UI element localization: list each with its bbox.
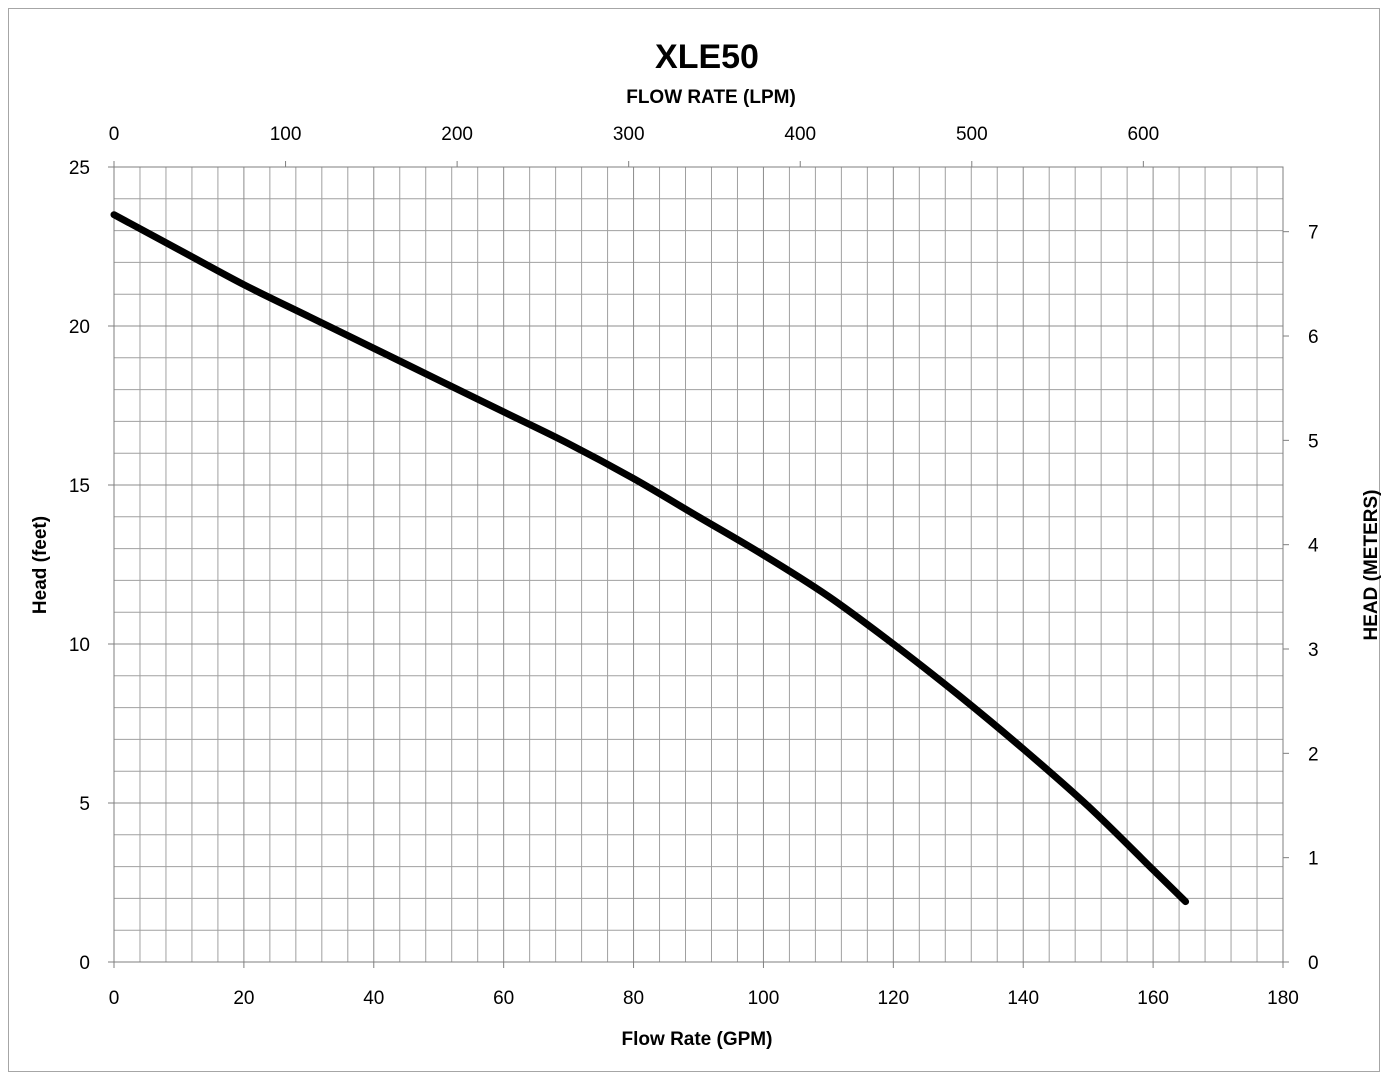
- minor-gridlines: [114, 167, 1283, 962]
- x-tick-label: 80: [623, 988, 644, 1009]
- x-tick-label: 40: [363, 988, 384, 1009]
- y2-tick-label: 5: [1308, 431, 1319, 452]
- x2-tick-label: 600: [1127, 124, 1159, 145]
- major-gridlines: [113, 166, 1284, 963]
- tick-marks: [108, 161, 1289, 968]
- y-tick-label: 5: [79, 794, 90, 815]
- x2-axis-title: FLOW RATE (LPM): [626, 87, 796, 108]
- y2-axis-title: HEAD (METERS): [1361, 490, 1382, 641]
- x-tick-label: 140: [1007, 988, 1039, 1009]
- y-tick-label: 15: [69, 476, 90, 497]
- y-tick-label: 0: [79, 953, 90, 974]
- y-tick-label: 20: [69, 317, 90, 338]
- y2-tick-label: 1: [1308, 849, 1319, 870]
- y2-tick-label: 0: [1308, 953, 1319, 974]
- x2-tick-label: 200: [441, 124, 473, 145]
- x-tick-label: 20: [233, 988, 254, 1009]
- x-axis-title: Flow Rate (GPM): [622, 1029, 773, 1050]
- x-tick-label: 120: [877, 988, 909, 1009]
- chart-title: XLE50: [655, 38, 759, 76]
- x2-tick-label: 400: [784, 124, 816, 145]
- y2-tick-label: 2: [1308, 744, 1319, 765]
- y-axis-title: Head (feet): [30, 516, 51, 614]
- y-tick-label: 25: [69, 158, 90, 179]
- y2-tick-label: 3: [1308, 640, 1319, 661]
- x-tick-label: 60: [493, 988, 514, 1009]
- x2-tick-label: 500: [956, 124, 988, 145]
- x-tick-label: 180: [1267, 988, 1299, 1009]
- x2-tick-label: 0: [109, 124, 120, 145]
- plot-area-border: [113, 166, 1284, 963]
- x-tick-label: 160: [1137, 988, 1169, 1009]
- x-tick-label: 100: [748, 988, 780, 1009]
- pump-curve-line: [110, 211, 1190, 906]
- y-tick-label: 10: [69, 635, 90, 656]
- chart-frame: [8, 8, 1380, 1072]
- series-group: [110, 211, 1190, 906]
- x2-tick-label: 300: [613, 124, 645, 145]
- y2-tick-label: 4: [1308, 536, 1319, 557]
- x2-tick-label: 100: [270, 124, 302, 145]
- y2-tick-label: 7: [1308, 223, 1319, 244]
- x-tick-label: 0: [109, 988, 120, 1009]
- y2-tick-label: 6: [1308, 327, 1319, 348]
